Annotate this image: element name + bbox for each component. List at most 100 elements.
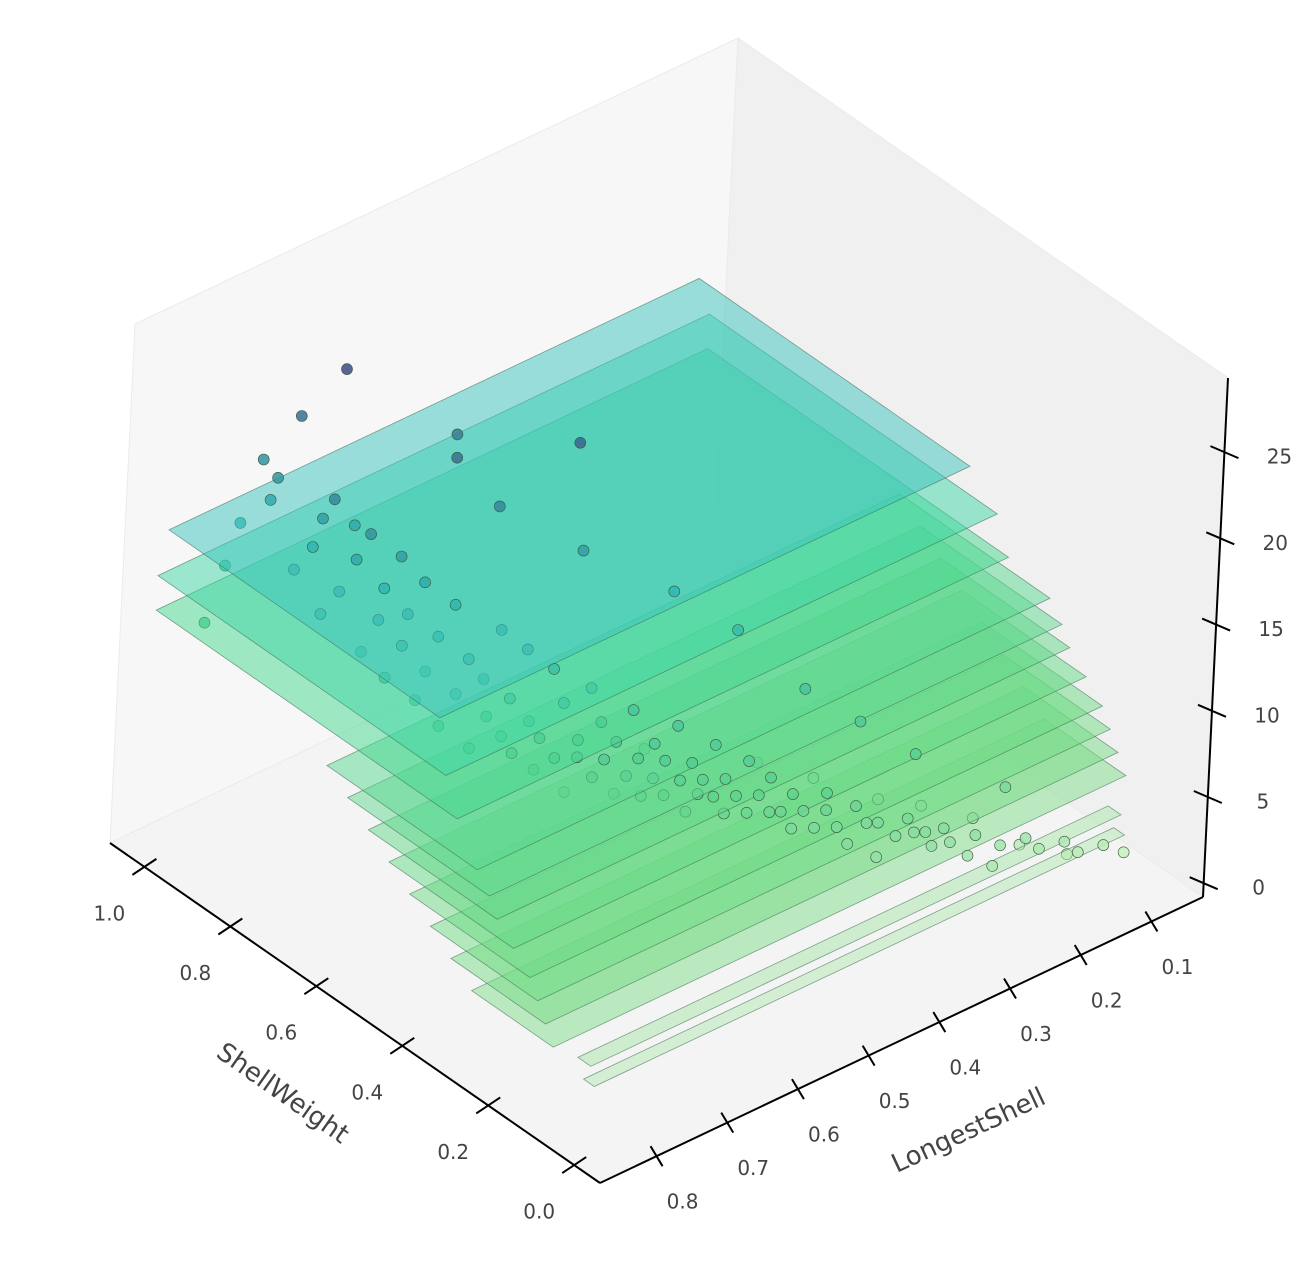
z-tick-label: 10 <box>1254 703 1279 727</box>
data-point <box>799 683 812 695</box>
z-tick <box>1210 445 1239 460</box>
data-point <box>264 494 277 506</box>
z-tick-label: 25 <box>1267 445 1292 469</box>
data-point <box>787 788 799 800</box>
y-tick-label: 0.4 <box>949 1056 981 1080</box>
data-point <box>908 826 920 839</box>
y-tick <box>791 1078 805 1100</box>
data-point <box>648 737 661 750</box>
x-tick <box>389 1036 415 1055</box>
data-point <box>797 805 810 817</box>
data-point <box>944 836 956 849</box>
data-point <box>719 773 732 785</box>
x-tick-label: 0.2 <box>437 1140 469 1164</box>
y-tick <box>649 1145 664 1167</box>
data-point <box>821 787 833 799</box>
data-point <box>674 774 686 787</box>
data-point <box>1097 839 1110 851</box>
data-point <box>451 428 464 441</box>
data-point <box>348 519 361 532</box>
y-tick-label: 0.1 <box>1161 955 1193 979</box>
x-tick-label: 0.4 <box>351 1080 383 1104</box>
data-point <box>709 739 722 751</box>
data-point <box>257 453 270 466</box>
y-tick-label: 0.2 <box>1091 989 1123 1013</box>
data-point <box>449 598 462 611</box>
data-point <box>870 851 883 863</box>
plot-marks <box>155 277 1130 1088</box>
data-point <box>850 800 862 812</box>
y-tick-label: 0.6 <box>808 1123 840 1147</box>
data-point <box>969 829 982 841</box>
z-tick <box>1193 790 1223 804</box>
y-tick <box>720 1112 735 1134</box>
data-point <box>860 817 873 829</box>
data-point <box>365 528 377 540</box>
level-plane <box>582 827 1126 1088</box>
data-point <box>1033 842 1045 855</box>
y-tick-label: 0.8 <box>667 1190 699 1214</box>
x-tick <box>303 977 329 995</box>
y-tick-label: 0.5 <box>879 1089 911 1113</box>
data-point <box>961 849 974 862</box>
data-point <box>1019 832 1032 845</box>
x-tick <box>131 858 157 876</box>
z-tick-label: 20 <box>1263 531 1288 555</box>
data-point <box>889 830 902 842</box>
data-point <box>841 838 854 850</box>
data-point <box>598 753 610 766</box>
y-tick <box>1003 978 1017 1000</box>
data-point <box>820 804 832 817</box>
data-point <box>419 576 431 589</box>
data-point <box>378 582 391 595</box>
data-point <box>919 826 932 838</box>
data-point <box>659 754 672 767</box>
data-point <box>668 585 681 598</box>
x-tick-label: 0.6 <box>265 1021 297 1045</box>
data-point <box>577 544 590 557</box>
y-axis-label: LongestShell <box>887 1082 1050 1179</box>
data-point <box>937 822 950 835</box>
data-point <box>854 715 867 728</box>
data-point <box>765 771 777 784</box>
data-point <box>328 493 341 506</box>
z-tick-label: 0 <box>1252 876 1265 900</box>
data-point <box>686 757 699 769</box>
z-tick-label: 15 <box>1258 617 1283 641</box>
data-point <box>272 471 284 484</box>
data-point <box>732 624 744 636</box>
data-point <box>925 840 938 852</box>
data-point <box>763 806 776 818</box>
data-point <box>341 363 353 375</box>
data-point <box>707 790 720 803</box>
data-point <box>395 550 408 563</box>
x-tick-label: 0.8 <box>179 961 211 985</box>
y-tick <box>861 1045 876 1067</box>
data-point <box>808 821 820 834</box>
axes: 0.0 0.2 0.4 0.6 0.8 1.0 0.1 0.2 0.3 0.4 0.5 0.6 0.7 0… <box>93 377 1292 1224</box>
data-point <box>1117 846 1130 859</box>
y-tick-label: 0.7 <box>737 1156 769 1180</box>
data-point <box>696 773 709 786</box>
z-axis-line <box>1202 377 1229 898</box>
x-tick <box>475 1096 501 1115</box>
data-point <box>493 500 506 513</box>
data-point <box>1072 846 1084 859</box>
data-point <box>730 790 742 802</box>
data-point <box>350 553 363 566</box>
z-tick <box>1205 531 1235 546</box>
data-point <box>743 755 755 767</box>
z-tick-label: 5 <box>1256 789 1269 813</box>
x-axis-line <box>109 842 601 1184</box>
data-point <box>672 719 685 732</box>
data-point <box>785 822 798 835</box>
data-point <box>1058 835 1071 848</box>
data-point <box>306 541 319 553</box>
x-tick-label: 1.0 <box>93 901 125 925</box>
data-point <box>999 781 1012 794</box>
y-tick <box>1144 910 1159 932</box>
data-point <box>295 410 308 422</box>
data-point <box>901 812 914 825</box>
z-tick <box>1197 703 1227 718</box>
